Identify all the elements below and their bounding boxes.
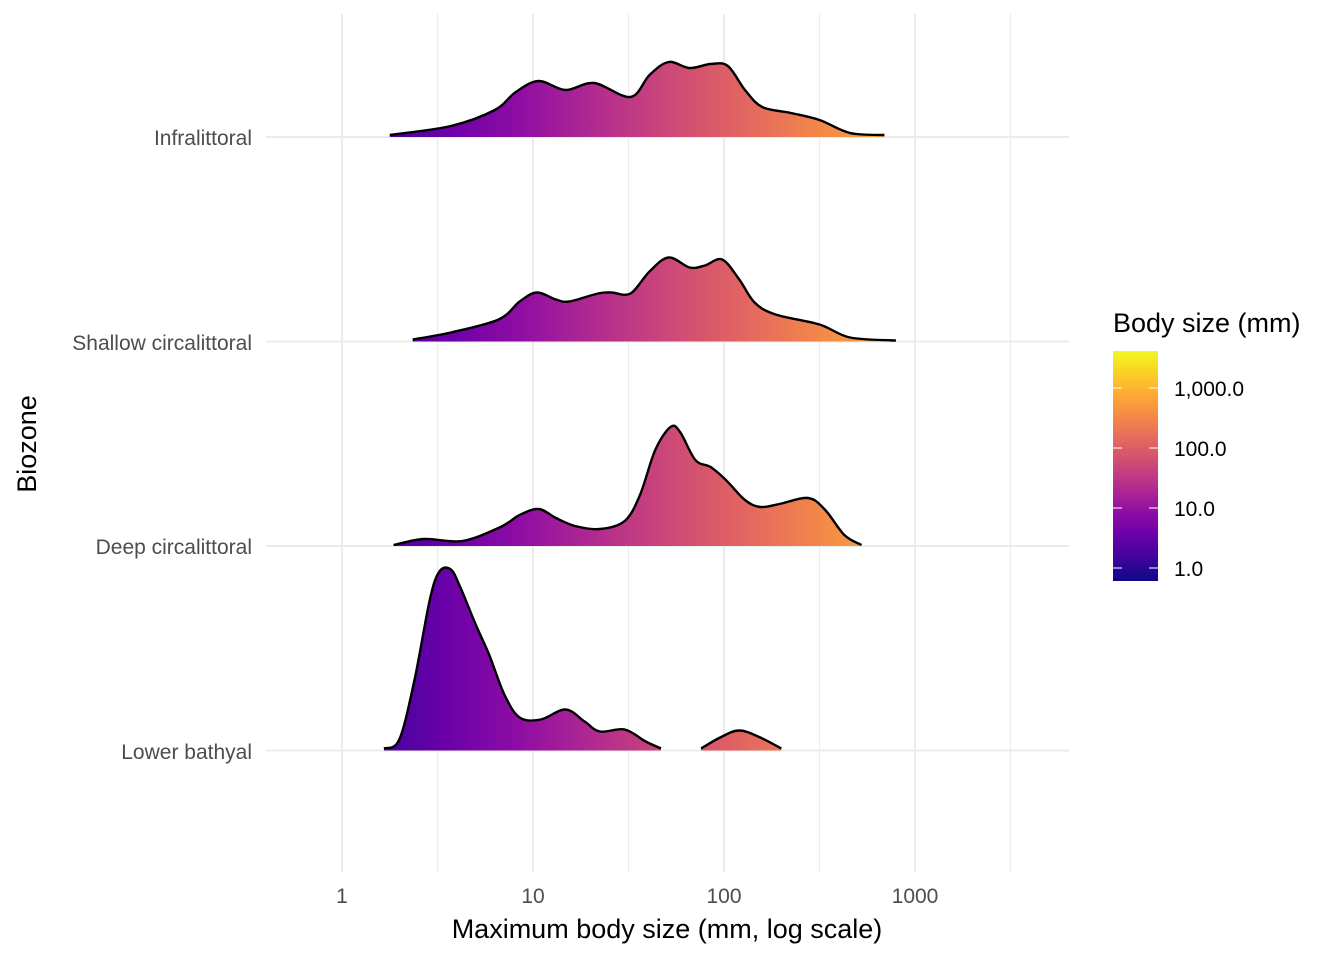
x-axis-title: Maximum body size (mm, log scale) xyxy=(452,914,883,944)
ridge-fill-infralittoral xyxy=(389,61,885,137)
ridge-fill-shallow-circalittoral xyxy=(412,257,896,342)
legend-title: Body size (mm) xyxy=(1113,308,1301,338)
y-tick-label: Infralittoral xyxy=(154,127,252,150)
y-tick-label: Lower bathyal xyxy=(121,741,252,764)
ridges xyxy=(383,60,896,751)
ridge-fill-deep-circalittoral xyxy=(393,425,862,546)
y-tick-label: Shallow circalittoral xyxy=(72,332,252,355)
ridge-line-shallow-circalittoral xyxy=(412,256,896,342)
x-tick-label: 10 xyxy=(521,885,544,908)
ridge-line-deep-circalittoral xyxy=(393,424,863,547)
legend-colorbar xyxy=(1113,351,1158,581)
y-tick-label: Deep circalittoral xyxy=(96,536,252,559)
legend-label: 10.0 xyxy=(1174,498,1215,521)
ridge-fill-lower-bathyal xyxy=(701,730,782,751)
legend-label: 100.0 xyxy=(1174,438,1227,461)
y-axis-title: Biozone xyxy=(12,395,42,493)
legend-label: 1,000.0 xyxy=(1174,378,1244,401)
legend-label: 1.0 xyxy=(1174,558,1203,581)
x-tick-label: 1000 xyxy=(892,885,939,908)
ridge-line-lower-bathyal xyxy=(383,566,662,750)
legend-ticks xyxy=(1113,387,1158,569)
ridge-line-lower-bathyal xyxy=(700,729,782,750)
ridge-line-infralittoral xyxy=(389,60,885,137)
ridge-fill-lower-bathyal xyxy=(384,567,661,751)
x-tick-label: 1 xyxy=(336,885,348,908)
x-tick-label: 100 xyxy=(706,885,741,908)
